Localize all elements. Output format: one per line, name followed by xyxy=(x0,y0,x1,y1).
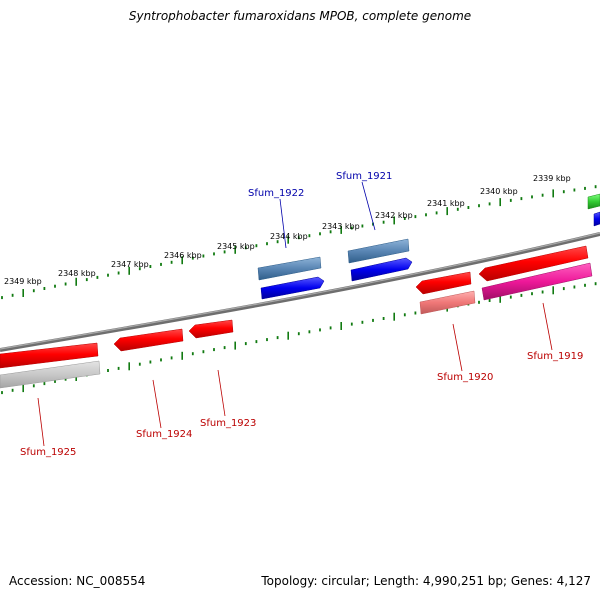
gene-arrow-sfum-1923[interactable] xyxy=(188,319,234,339)
gene-arrow-sfum-1920-upper[interactable] xyxy=(415,271,472,295)
gene-arrow-sfum-1921-upper[interactable] xyxy=(347,238,410,264)
genome-summary-text: Topology: circular; Length: 4,990,251 bp… xyxy=(261,574,591,588)
leader-sfum-1921 xyxy=(361,181,376,231)
gene-arrow-sfum-1920-lower[interactable] xyxy=(419,290,476,315)
gene-arrow-edge-green[interactable] xyxy=(587,193,600,210)
gene-arrow-sfum-1919-upper[interactable] xyxy=(478,245,589,282)
gene-arrow-sfum-1921-lower[interactable] xyxy=(350,257,413,282)
scale-label: 2344 kbp xyxy=(270,232,308,241)
leader-sfum-1924 xyxy=(152,379,162,429)
forward-genes xyxy=(257,193,600,300)
leader-sfum-1925 xyxy=(37,397,45,447)
gene-label-sfum-1921[interactable]: Sfum_1921 xyxy=(336,171,392,182)
scale-label: 2341 kbp xyxy=(427,199,465,208)
gene-label-sfum-1923[interactable]: Sfum_1923 xyxy=(200,418,256,429)
scale-label: 2346 kbp xyxy=(164,251,202,260)
leader-sfum-1923 xyxy=(217,369,226,417)
scale-label: 2340 kbp xyxy=(480,187,518,196)
scale-label: 2345 kbp xyxy=(217,242,255,251)
gene-arrow-sfum-1922-upper[interactable] xyxy=(257,256,322,281)
accession-text: Accession: NC_008554 xyxy=(9,574,146,588)
gene-label-sfum-1922[interactable]: Sfum_1922 xyxy=(248,188,304,199)
scale-label: 2348 kbp xyxy=(58,269,96,278)
gene-arrow-sfum-1925-upper[interactable] xyxy=(0,342,99,369)
gene-arrow-edge-blue[interactable] xyxy=(593,211,600,227)
scale-label: 2347 kbp xyxy=(111,260,149,269)
scale-label: 2342 kbp xyxy=(375,211,413,220)
scale-label: 2339 kbp xyxy=(533,174,571,183)
gene-label-sfum-1924[interactable]: Sfum_1924 xyxy=(136,429,192,440)
gene-arrow-sfum-1919-lower[interactable] xyxy=(481,262,593,301)
leader-sfum-1919 xyxy=(542,302,553,351)
scale-label: 2349 kbp xyxy=(4,277,42,286)
gene-label-sfum-1920[interactable]: Sfum_1920 xyxy=(437,372,493,383)
genome-backbone xyxy=(0,232,600,352)
gene-labels: Sfum_1922 Sfum_1921 Sfum_1925 Sfum_1924 … xyxy=(20,171,583,458)
genome-backbone-highlight xyxy=(0,232,600,350)
gene-leader-lines xyxy=(37,181,553,447)
gene-label-sfum-1925[interactable]: Sfum_1925 xyxy=(20,447,76,458)
gene-arrow-sfum-1922-lower[interactable] xyxy=(260,276,325,300)
scale-labels: 2349 kbp 2348 kbp 2347 kbp 2346 kbp 2345… xyxy=(4,174,571,286)
gene-arrow-sfum-1925-lower[interactable] xyxy=(0,360,101,389)
leader-sfum-1920 xyxy=(452,323,463,372)
map-title: Syntrophobacter fumaroxidans MPOB, compl… xyxy=(128,9,472,23)
reverse-genes xyxy=(0,245,593,389)
leader-sfum-1922 xyxy=(279,198,287,249)
gene-label-sfum-1919[interactable]: Sfum_1919 xyxy=(527,351,583,362)
gene-arrow-sfum-1924[interactable] xyxy=(113,328,184,352)
scale-label: 2343 kbp xyxy=(322,222,360,231)
